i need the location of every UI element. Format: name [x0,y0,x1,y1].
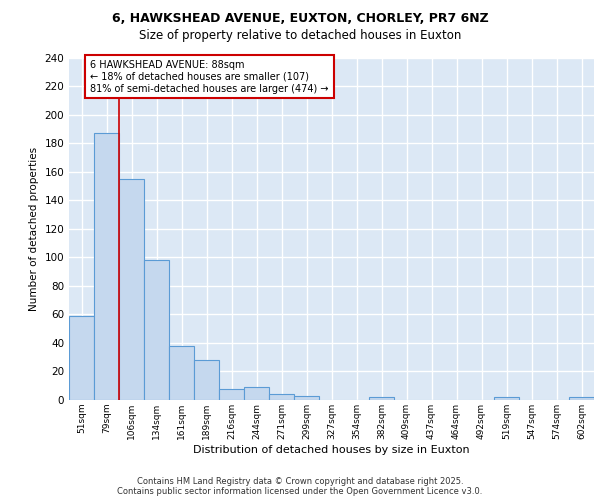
Text: Size of property relative to detached houses in Euxton: Size of property relative to detached ho… [139,29,461,42]
Bar [244,387,269,400]
Bar [194,360,219,400]
Bar [494,397,519,400]
Bar [219,388,244,400]
Text: 6, HAWKSHEAD AVENUE, EUXTON, CHORLEY, PR7 6NZ: 6, HAWKSHEAD AVENUE, EUXTON, CHORLEY, PR… [112,12,488,26]
Bar [69,316,94,400]
Text: 6 HAWKSHEAD AVENUE: 88sqm
← 18% of detached houses are smaller (107)
81% of semi: 6 HAWKSHEAD AVENUE: 88sqm ← 18% of detac… [90,60,329,94]
Y-axis label: Number of detached properties: Number of detached properties [29,146,39,311]
Bar [269,394,294,400]
Bar [569,397,594,400]
Bar [294,396,319,400]
Bar [94,133,119,400]
Bar [169,346,194,400]
X-axis label: Distribution of detached houses by size in Euxton: Distribution of detached houses by size … [193,444,470,454]
Bar [369,397,394,400]
Bar [119,179,144,400]
Text: Contains HM Land Registry data © Crown copyright and database right 2025.
Contai: Contains HM Land Registry data © Crown c… [118,476,482,496]
Bar [144,260,169,400]
